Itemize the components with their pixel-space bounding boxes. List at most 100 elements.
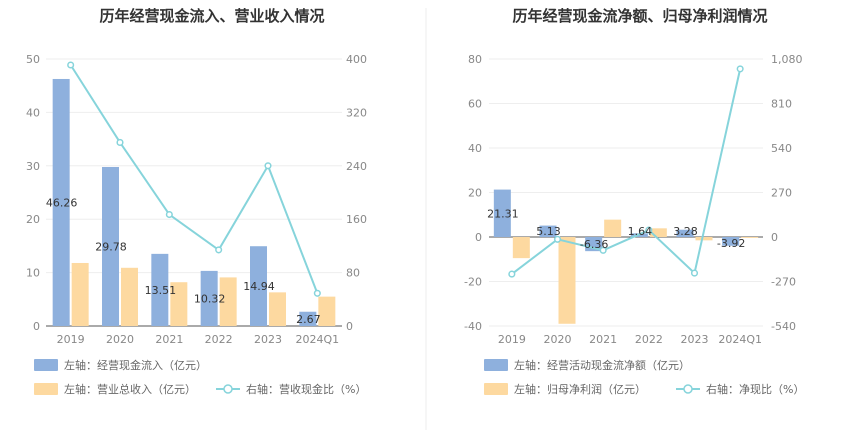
right-axis-tick-label: 1,080 [771, 53, 803, 66]
bar-data-label: 3.28 [673, 225, 698, 238]
right-axis-tick-label: 270 [771, 187, 792, 200]
right-axis-tick-label: 80 [346, 267, 360, 280]
bar-secondary [219, 277, 237, 326]
bar-primary [539, 225, 557, 237]
x-axis-tick-label: 2022 [635, 333, 663, 346]
x-axis-tick-label: 2019 [57, 333, 85, 346]
right-axis-tick-label: 400 [346, 53, 367, 66]
ratio-line [69, 64, 319, 294]
bar-data-label: 14.94 [243, 280, 275, 293]
x-axis-tick-label: 2021 [589, 333, 617, 346]
bar-secondary [170, 282, 188, 326]
chart-title: 历年经营现金流入、营业收入情况 [99, 7, 324, 25]
bar-secondary [512, 237, 530, 259]
bar-data-label: 46.26 [46, 196, 78, 209]
bar-secondary [604, 219, 622, 237]
legend-label: 左轴：营业总收入（亿元） [64, 382, 196, 396]
ratio-point [264, 162, 272, 170]
x-axis-tick-label: 2019 [498, 333, 526, 346]
left-axis-tick-label: -20 [464, 276, 482, 289]
left-axis-tick-label: 60 [468, 98, 482, 111]
bar-primary [299, 311, 317, 326]
bar-primary [250, 246, 267, 326]
bar-primary [200, 270, 218, 326]
chart-cash-inflow-revenue: 历年经营现金流入、营业收入情况 0 10 20 30 40 50 0 80 160 240 320 4… [26, 7, 367, 396]
ratio-point [508, 270, 516, 278]
bar-secondary [121, 267, 138, 326]
x-axis-tick-label: 2024Q1 [296, 333, 340, 346]
right-axis-tick-label: 320 [346, 106, 367, 119]
legend-swatch [34, 383, 58, 395]
ratio-point [599, 246, 607, 254]
x-axis-tick-label: 2021 [155, 333, 183, 346]
bar-secondary [269, 292, 286, 326]
left-axis-tick-label: 0 [475, 231, 482, 244]
chart-title: 历年经营现金流净额、归母净利润情况 [512, 7, 767, 25]
legend-line-marker [223, 384, 233, 394]
left-axis-tick-label: 30 [26, 160, 40, 173]
bar-data-label: 5.13 [536, 225, 561, 238]
right-axis-tick-label: 0 [346, 320, 353, 333]
bar-secondary [695, 237, 713, 241]
legend-swatch [484, 383, 508, 395]
legend-label: 左轴：归母净利润（亿元） [514, 382, 646, 396]
ratio-point [116, 138, 124, 146]
legend-label: 左轴：经营现金流入（亿元） [64, 358, 207, 372]
x-axis-tick-label: 2022 [205, 333, 233, 346]
ratio-point [645, 226, 653, 234]
right-axis-tick-label: 0 [771, 231, 778, 244]
legend-label: 右轴：营收现金比（%） [246, 382, 366, 396]
bar-primary [52, 78, 70, 326]
legend-label: 左轴：经营活动现金流净额（亿元） [514, 358, 690, 372]
ratio-point [67, 61, 75, 69]
left-axis-tick-label: 20 [468, 187, 482, 200]
left-axis-tick-label: 10 [26, 267, 40, 280]
bar-secondary [741, 237, 759, 238]
x-axis-tick-label: 2024Q1 [718, 333, 762, 346]
bar-secondary [318, 296, 336, 326]
left-axis-tick-label: 40 [468, 142, 482, 155]
bar-data-label: 21.31 [487, 207, 519, 220]
left-axis-tick-label: 20 [26, 213, 40, 226]
bar-secondary [558, 237, 576, 324]
bar-data-label: 2.67 [296, 313, 321, 326]
bar-primary [102, 166, 119, 326]
bar-primary [493, 189, 511, 237]
x-axis-tick-label: 2020 [544, 333, 572, 346]
right-axis-tick-label: -270 [771, 276, 796, 289]
ratio-point [736, 65, 744, 73]
right-axis-tick-label: 160 [346, 213, 367, 226]
bar-data-label: 13.51 [145, 284, 177, 297]
left-axis-tick-label: 50 [26, 53, 40, 66]
x-axis-tick-label: 2023 [681, 333, 709, 346]
right-axis-tick-label: 240 [346, 160, 367, 173]
x-axis-tick-label: 2023 [254, 333, 282, 346]
ratio-point [165, 210, 173, 219]
ratio-line [511, 68, 742, 276]
ratio-point [553, 235, 562, 243]
left-axis-tick-label: 0 [33, 320, 40, 333]
left-axis-tick-label: -40 [464, 320, 482, 333]
bar-data-label: 29.78 [95, 240, 127, 253]
right-axis-tick-label: 540 [771, 142, 792, 155]
ratio-point [215, 246, 223, 254]
legend-swatch [484, 359, 508, 371]
bar-primary [676, 229, 694, 237]
bar-data-label: 10.32 [194, 292, 226, 305]
right-axis-tick-label: 810 [771, 98, 792, 111]
legend-line-marker [683, 384, 693, 394]
chart-net-cashflow-profit: 历年经营现金流净额、归母净利润情况 -40 -20 0 20 40 60 80 -540 -27… [464, 7, 804, 396]
legend-label: 右轴：净现比（%） [706, 382, 804, 396]
bar-data-label: -6.36 [580, 238, 608, 251]
bar-data-label: 1.64 [628, 225, 653, 238]
ratio-point [313, 289, 321, 297]
x-axis-tick-label: 2020 [106, 333, 134, 346]
bar-secondary [649, 228, 667, 237]
ratio-point [690, 269, 699, 277]
bar-primary [151, 253, 169, 326]
left-axis-tick-label: 40 [26, 106, 40, 119]
left-axis-tick-label: 80 [468, 53, 482, 66]
bar-primary [722, 237, 740, 246]
legend-swatch [34, 359, 58, 371]
